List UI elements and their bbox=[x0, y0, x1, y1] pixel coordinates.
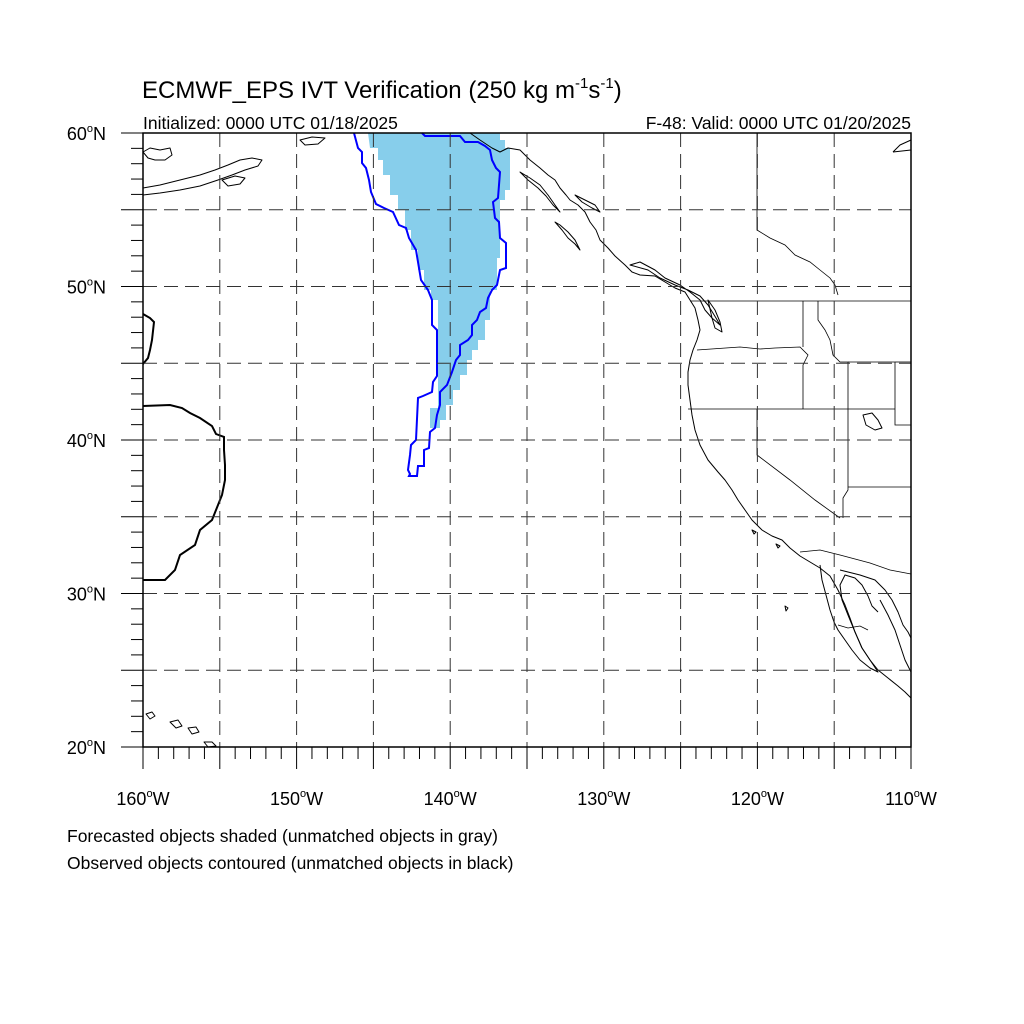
map-title: ECMWF_EPS IVT Verification (250 kg m-1s-… bbox=[142, 75, 622, 104]
coastlines bbox=[142, 132, 912, 748]
valid-time-label: F-48: Valid: 0000 UTC 01/20/2025 bbox=[646, 113, 911, 133]
forecast-object-shading bbox=[368, 133, 510, 428]
lon-label: 150oW bbox=[270, 788, 323, 809]
latitude-labels: 60oN 50oN 40oN 30oN 20oN bbox=[67, 123, 106, 758]
lat-label: 50oN bbox=[67, 277, 106, 298]
unmatched-observed-objects bbox=[142, 313, 226, 581]
graticule bbox=[143, 133, 911, 747]
lon-label: 120oW bbox=[731, 788, 784, 809]
lon-label: 130oW bbox=[577, 788, 630, 809]
lon-label: 110oW bbox=[885, 788, 937, 809]
lat-label: 40oN bbox=[67, 430, 106, 451]
lat-label: 30oN bbox=[67, 584, 106, 605]
lat-label: 60oN bbox=[67, 123, 106, 144]
lat-label: 20oN bbox=[67, 737, 106, 758]
lon-label: 160oW bbox=[116, 788, 169, 809]
init-time-label: Initialized: 0000 UTC 01/18/2025 bbox=[143, 113, 398, 133]
longitude-labels: 160oW 150oW 140oW 130oW 120oW 110oW bbox=[116, 788, 937, 809]
observed-object-contour bbox=[353, 132, 507, 477]
forecast-legend-note: Forecasted objects shaded (unmatched obj… bbox=[67, 826, 498, 846]
axis-ticks bbox=[121, 132, 912, 769]
observed-legend-note: Observed objects contoured (unmatched ob… bbox=[67, 853, 514, 873]
lon-label: 140oW bbox=[424, 788, 477, 809]
